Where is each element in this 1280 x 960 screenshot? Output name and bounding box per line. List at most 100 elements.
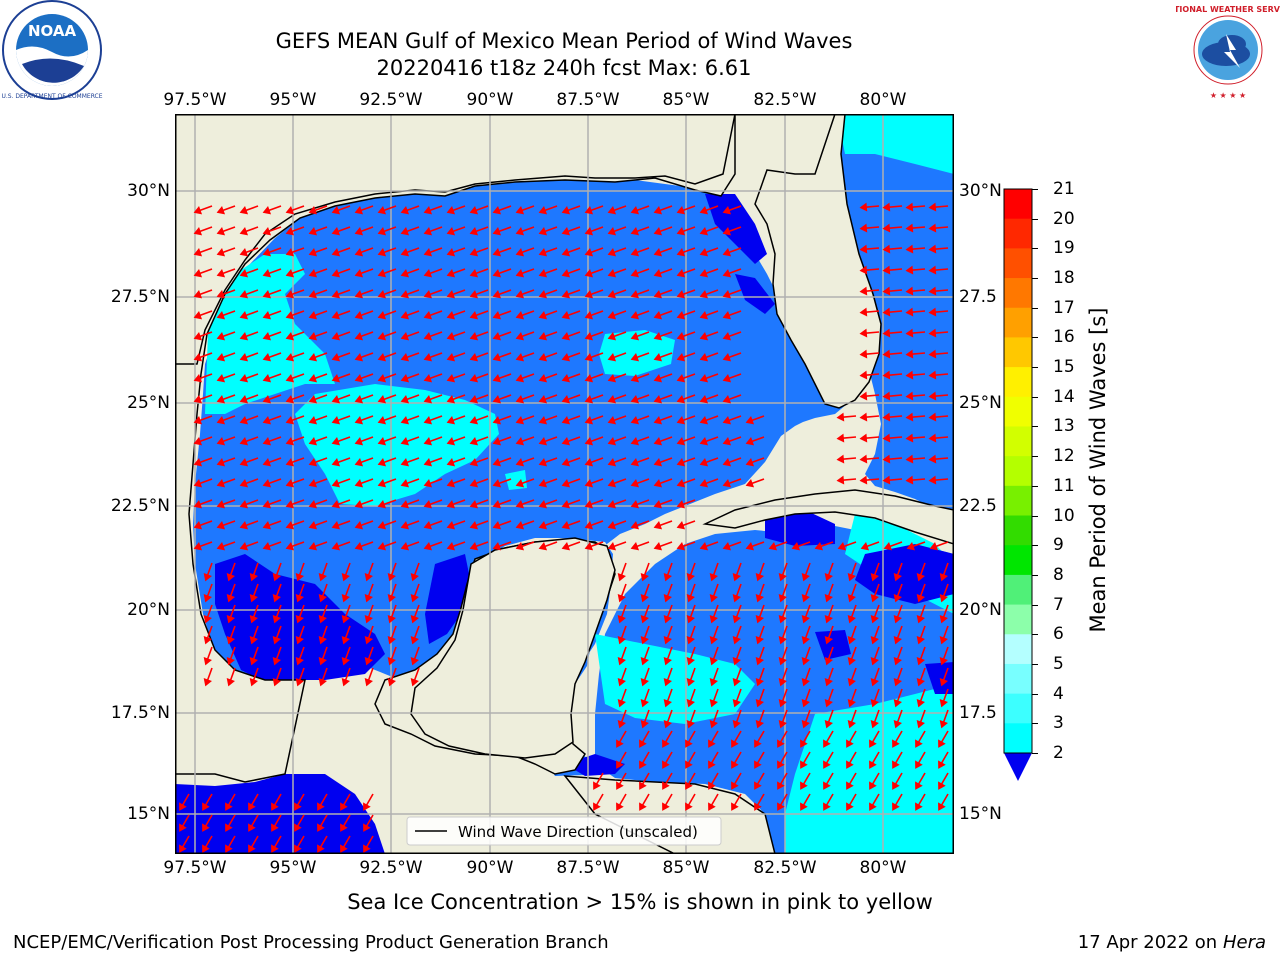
wind-wave-arrowhead	[709, 614, 718, 624]
wind-wave-arrowhead	[331, 374, 341, 383]
wind-wave-arrowhead	[193, 290, 203, 299]
colorbar-tick-mark	[1032, 307, 1038, 309]
wind-wave-arrowhead	[262, 521, 272, 530]
colorbar-bin	[1004, 693, 1032, 724]
wind-wave-arrowhead	[193, 395, 203, 404]
noaa-logo-icon: NOAA U.S. DEPARTMENT OF COMMERCE	[1, 0, 103, 100]
caribbean-waters	[829, 114, 954, 514]
wind-wave-arrowhead	[676, 542, 686, 551]
wind-wave-arrowhead	[663, 572, 672, 582]
wind-wave-arrowhead	[400, 227, 410, 236]
wind-wave-arrowhead	[607, 458, 617, 467]
wind-wave-arrowhead	[285, 416, 295, 425]
wind-wave-arrowhead	[295, 572, 304, 582]
wind-wave-arrowhead	[640, 656, 649, 666]
wind-wave-arrowhead	[653, 542, 663, 551]
wind-wave-arrowhead	[722, 437, 732, 446]
wind-wave-arrowhead	[538, 248, 548, 257]
wind-wave-arrowhead	[317, 802, 325, 811]
wind-wave-arrowhead	[340, 844, 348, 853]
wind-wave-arrowhead	[800, 802, 808, 811]
wind-wave-arrowhead	[847, 572, 856, 582]
wind-wave-arrowhead	[262, 500, 272, 509]
yucatan-peninsula	[410, 537, 616, 759]
wind-wave-arrowhead	[676, 416, 686, 425]
wind-wave-arrowhead	[308, 332, 318, 341]
colorbar-tick-mark	[1032, 248, 1038, 250]
wind-wave-arrowhead	[630, 500, 640, 509]
wind-wave-arrowhead	[561, 311, 571, 320]
wind-wave-arrowhead	[846, 802, 854, 811]
wind-wave-arrowhead	[561, 227, 571, 236]
wind-wave-arrowhead	[341, 677, 350, 687]
wind-wave-arrowhead	[722, 374, 732, 383]
wind-wave-arrowhead	[928, 391, 937, 401]
wind-wave-arrowhead	[801, 677, 810, 687]
wind-wave-arrowhead	[800, 760, 808, 769]
wind-wave-arrowhead	[239, 479, 249, 488]
nws-logo-text: NATIONAL WEATHER SERVICE	[1176, 5, 1280, 14]
wind-wave-arrowhead	[308, 458, 318, 467]
wind-wave-arrowhead	[469, 248, 479, 257]
colorbar-tick-mark	[1032, 485, 1038, 487]
wind-wave-arrowhead	[202, 802, 210, 811]
wind-wave-arrowhead	[203, 677, 212, 687]
wind-wave-arrowhead	[423, 437, 433, 446]
wind-wave-arrowhead	[538, 311, 548, 320]
wind-wave-arrowhead	[410, 656, 419, 666]
colorbar-extend-triangle	[1004, 753, 1032, 781]
wind-wave-arrowhead	[915, 739, 923, 748]
wind-wave-arrowhead	[469, 311, 479, 320]
wind-wave-arrowhead	[354, 458, 364, 467]
noaa-logo-text: NOAA	[28, 22, 77, 40]
wind-wave-arrowhead	[446, 500, 456, 509]
wind-wave-arrowhead	[607, 353, 617, 362]
wind-wave-arrowhead	[515, 248, 525, 257]
wind-wave-arrowhead	[892, 739, 900, 748]
wind-wave-arrowhead	[676, 395, 686, 404]
wind-wave-arrowhead	[639, 781, 647, 790]
wind-wave-arrowhead	[387, 656, 396, 666]
wind-wave-arrowhead	[607, 227, 617, 236]
wind-wave-arrowhead	[193, 353, 203, 362]
wind-wave-arrowhead	[446, 437, 456, 446]
lon-label-bottom: 87.5°W	[556, 858, 620, 878]
colorbar	[1003, 188, 1033, 781]
wind-wave-arrowhead	[262, 206, 272, 215]
wind-wave-arrowhead	[354, 206, 364, 215]
wind-wave-arrowhead	[239, 311, 249, 320]
wind-wave-arrowhead	[869, 781, 877, 790]
wind-wave-arrowhead	[239, 227, 249, 236]
wind-wave-arrowhead	[469, 437, 479, 446]
wind-wave-arrowhead	[837, 542, 847, 551]
wind-wave-arrowhead	[791, 542, 801, 551]
wind-wave-arrowhead	[248, 802, 256, 811]
wind-wave-arrowhead	[423, 479, 433, 488]
wind-wave-arrowhead	[377, 311, 387, 320]
wind-wave-arrowhead	[928, 328, 937, 338]
wind-wave-arrowhead	[387, 593, 396, 603]
wind-wave-arrowhead	[262, 374, 272, 383]
wind-wave-arrowhead	[814, 542, 824, 551]
wind-wave-arrowhead	[653, 290, 663, 299]
wind-wave-arrowhead	[400, 479, 410, 488]
wind-wave-arrowhead	[331, 248, 341, 257]
wind-wave-arrowhead	[722, 227, 732, 236]
wind-wave-arrowhead	[823, 739, 831, 748]
wind-wave-arrowhead	[239, 353, 249, 362]
wind-wave-arrowhead	[561, 206, 571, 215]
wind-wave-arrowhead	[538, 269, 548, 278]
wind-wave-arrowhead	[777, 739, 785, 748]
wind-wave-arrowhead	[709, 593, 718, 603]
wind-wave-arrowhead	[364, 593, 373, 603]
wind-wave-arrowhead	[653, 248, 663, 257]
wind-wave-arrowhead	[538, 458, 548, 467]
colorbar-bin	[1004, 456, 1032, 487]
wind-wave-arrowhead	[469, 269, 479, 278]
wind-wave-arrowhead	[423, 332, 433, 341]
wind-wave-arrowhead	[630, 416, 640, 425]
wind-wave-arrowhead	[584, 416, 594, 425]
wind-wave-arrowhead	[363, 802, 371, 811]
wind-wave-arrowhead	[859, 328, 868, 338]
wind-wave-arrowhead	[905, 202, 914, 212]
